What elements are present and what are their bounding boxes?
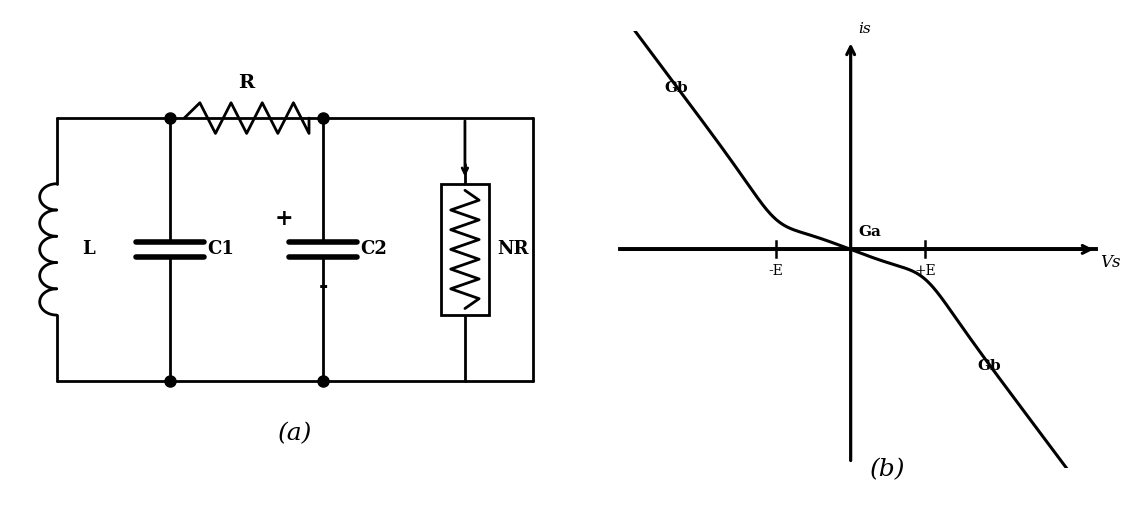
Text: R: R: [238, 74, 255, 92]
Text: C2: C2: [361, 240, 387, 259]
Text: (b): (b): [870, 458, 906, 482]
Text: +: +: [274, 208, 293, 230]
Text: -: -: [319, 275, 328, 298]
Text: Ga: Ga: [858, 225, 881, 239]
Bar: [441, 184, 489, 315]
Text: Vs: Vs: [1100, 254, 1120, 271]
Text: +E: +E: [914, 264, 936, 278]
Text: Gb: Gb: [665, 81, 688, 95]
Text: is: is: [858, 21, 871, 36]
Text: (a): (a): [278, 422, 312, 445]
Text: -E: -E: [769, 264, 784, 278]
Text: C1: C1: [206, 240, 234, 259]
Text: NR: NR: [498, 240, 530, 259]
Text: Gb: Gb: [978, 359, 1001, 373]
Text: L: L: [82, 240, 95, 259]
